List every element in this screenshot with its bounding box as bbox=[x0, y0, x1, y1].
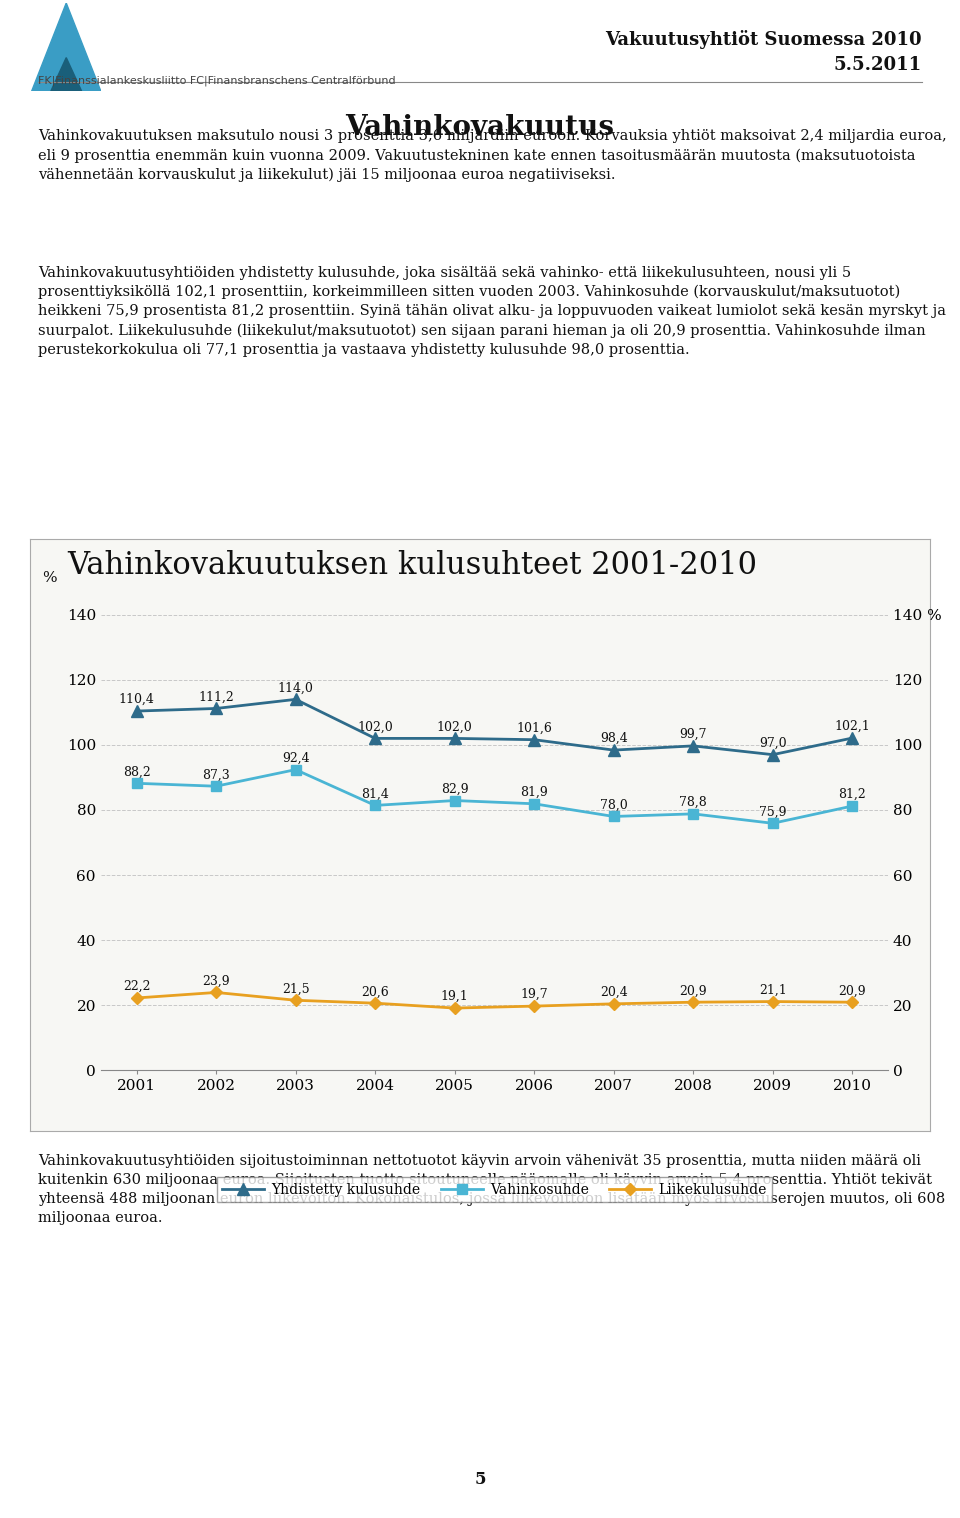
Text: 82,9: 82,9 bbox=[441, 783, 468, 795]
Text: 99,7: 99,7 bbox=[680, 729, 707, 741]
Text: 114,0: 114,0 bbox=[277, 682, 314, 695]
Text: 21,5: 21,5 bbox=[282, 982, 309, 996]
Text: 21,1: 21,1 bbox=[758, 984, 786, 997]
Text: Vahinkovakuutus: Vahinkovakuutus bbox=[346, 114, 614, 141]
Text: 78,8: 78,8 bbox=[680, 795, 708, 809]
Text: 97,0: 97,0 bbox=[759, 736, 786, 750]
Text: Vahinkovakuutuksen kulusuhteet 2001-2010: Vahinkovakuutuksen kulusuhteet 2001-2010 bbox=[67, 550, 757, 580]
Text: Vakuutusyhtiöt Suomessa 2010: Vakuutusyhtiöt Suomessa 2010 bbox=[605, 30, 922, 50]
Text: 19,1: 19,1 bbox=[441, 990, 468, 1003]
Text: 102,0: 102,0 bbox=[437, 721, 472, 733]
Text: 87,3: 87,3 bbox=[203, 768, 230, 782]
Text: 98,4: 98,4 bbox=[600, 732, 628, 745]
Text: 20,6: 20,6 bbox=[361, 985, 389, 999]
Text: 78,0: 78,0 bbox=[600, 798, 628, 812]
Text: 81,4: 81,4 bbox=[361, 788, 389, 800]
Legend: Yhdistetty kulusuhde, Vahinkosuhde, Liikekulusuhde: Yhdistetty kulusuhde, Vahinkosuhde, Liik… bbox=[217, 1178, 772, 1202]
Text: Vahinkovakuutusyhtiöiden yhdistetty kulusuhde, joka sisältää sekä vahinko- että : Vahinkovakuutusyhtiöiden yhdistetty kulu… bbox=[38, 266, 947, 357]
Text: %: % bbox=[42, 571, 57, 586]
Text: 81,2: 81,2 bbox=[838, 788, 866, 802]
Text: 75,9: 75,9 bbox=[759, 806, 786, 818]
Text: Vahinkovakuutusyhtiöiden sijoitustoiminnan nettotuotot käyvin arvoin vähenivät 3: Vahinkovakuutusyhtiöiden sijoitustoiminn… bbox=[38, 1154, 946, 1225]
Text: 102,0: 102,0 bbox=[357, 721, 393, 733]
Text: 110,4: 110,4 bbox=[119, 694, 155, 706]
Text: Vahinkovakuutuksen maksutulo nousi 3 prosenttia 3,6 miljardiin euroon. Korvauksi: Vahinkovakuutuksen maksutulo nousi 3 pro… bbox=[38, 129, 948, 182]
Text: 81,9: 81,9 bbox=[520, 786, 548, 798]
Text: 92,4: 92,4 bbox=[282, 751, 309, 765]
Text: 20,9: 20,9 bbox=[680, 984, 707, 997]
Text: 19,7: 19,7 bbox=[520, 988, 548, 1002]
Text: 20,9: 20,9 bbox=[838, 984, 866, 997]
Text: 101,6: 101,6 bbox=[516, 723, 552, 735]
Text: 22,2: 22,2 bbox=[123, 981, 151, 993]
Text: FK|Finanssialankeskusliitto FC|Finansbranschens Centralförbund: FK|Finanssialankeskusliitto FC|Finansbra… bbox=[38, 76, 396, 87]
Polygon shape bbox=[51, 58, 82, 91]
Text: 20,4: 20,4 bbox=[600, 987, 628, 999]
Text: 111,2: 111,2 bbox=[198, 691, 234, 704]
Text: 102,1: 102,1 bbox=[834, 720, 870, 733]
Text: 23,9: 23,9 bbox=[203, 975, 229, 988]
Text: 5: 5 bbox=[474, 1471, 486, 1488]
Text: 88,2: 88,2 bbox=[123, 765, 151, 779]
Polygon shape bbox=[32, 3, 101, 91]
Text: 5.5.2011: 5.5.2011 bbox=[833, 56, 922, 74]
